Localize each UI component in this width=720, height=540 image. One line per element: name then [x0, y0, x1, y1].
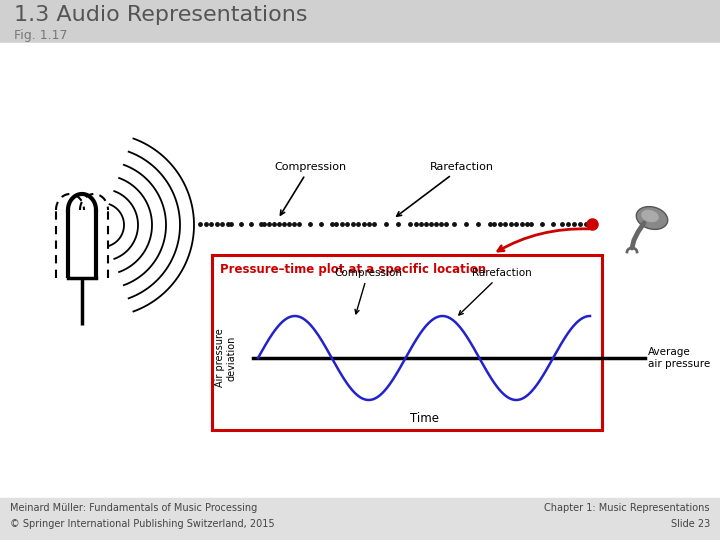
Text: Average
air pressure: Average air pressure [648, 347, 710, 369]
Text: Compression: Compression [334, 268, 402, 314]
Ellipse shape [642, 210, 659, 222]
Text: Pressure–time plot at a specific location: Pressure–time plot at a specific locatio… [220, 263, 486, 276]
Ellipse shape [636, 207, 667, 229]
Bar [212, 255, 602, 430]
Text: © Springer International Publishing Switzerland, 2015: © Springer International Publishing Swit… [10, 519, 274, 529]
Text: Compression: Compression [274, 162, 346, 215]
Text: Air pressure
deviation: Air pressure deviation [215, 329, 237, 387]
Text: Chapter 1: Music Representations: Chapter 1: Music Representations [544, 503, 710, 513]
Text: Rarefaction: Rarefaction [459, 268, 532, 315]
Text: Rarefaction: Rarefaction [397, 162, 494, 216]
Text: 1.3 Audio Representations: 1.3 Audio Representations [14, 5, 307, 25]
Text: Meinard Müller: Fundamentals of Music Processing: Meinard Müller: Fundamentals of Music Pr… [10, 503, 257, 513]
Text: Slide 23: Slide 23 [671, 519, 710, 529]
Text: Fig. 1.17: Fig. 1.17 [14, 30, 68, 43]
Text: Time: Time [410, 411, 438, 424]
